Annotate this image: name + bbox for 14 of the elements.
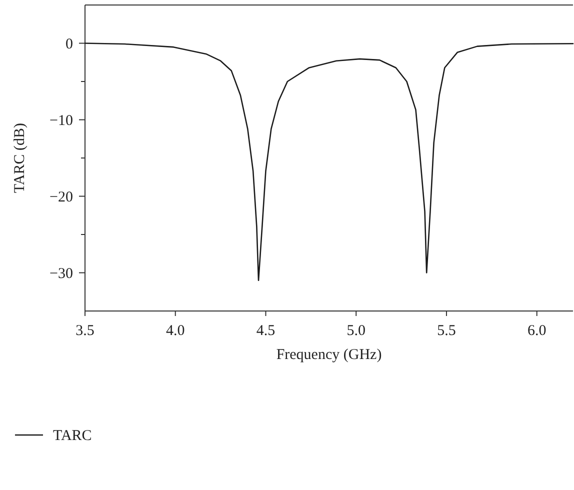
x-tick-label: 5.5 bbox=[437, 323, 456, 339]
line-series bbox=[84, 42, 574, 282]
x-tick-label: 3.5 bbox=[76, 323, 94, 339]
y-tick-label: −10 bbox=[50, 112, 73, 129]
x-tick-label: 5.0 bbox=[346, 323, 366, 339]
y-axis-title: TARC (dB) bbox=[12, 122, 28, 194]
y-tick-label: −30 bbox=[50, 266, 73, 282]
x-tick-label: 6.0 bbox=[527, 323, 546, 339]
x-axis-title: Frequency (GHz) bbox=[276, 347, 382, 363]
x-tick-label: 4.5 bbox=[256, 323, 276, 339]
y-tick-label: 0 bbox=[66, 36, 73, 52]
legend-label: TARC bbox=[53, 428, 92, 444]
x-tick-label: 4.0 bbox=[166, 323, 185, 339]
y-tick-label: −20 bbox=[50, 189, 73, 206]
